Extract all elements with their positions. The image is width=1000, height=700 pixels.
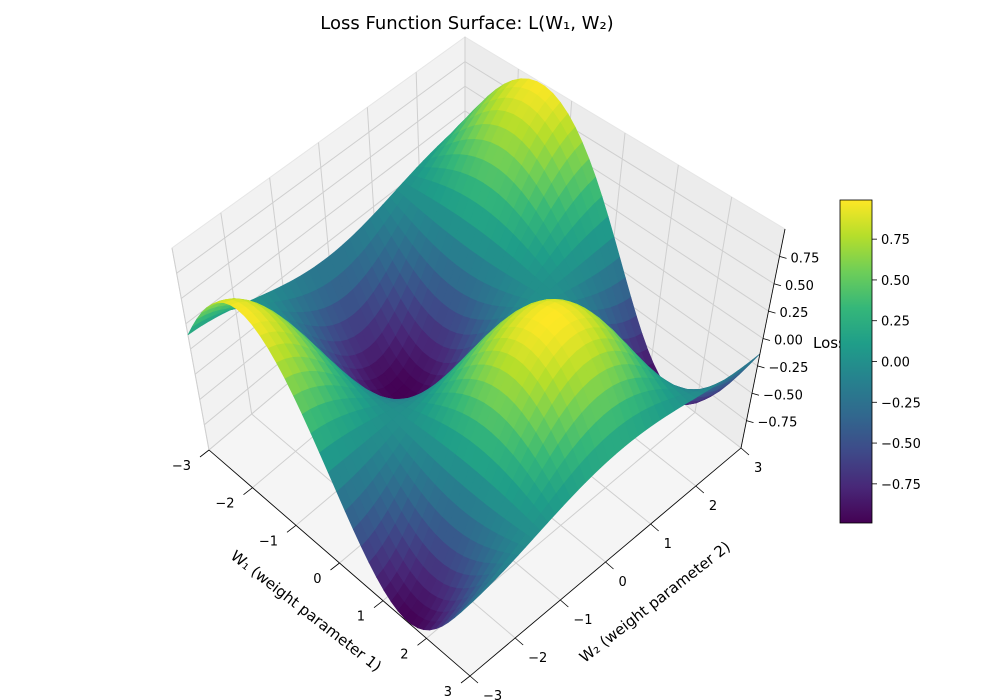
x-tick-mark xyxy=(460,675,471,684)
z-tick-mark xyxy=(773,283,782,287)
z-tick-label: −0.25 xyxy=(769,361,809,376)
z-axis-ticks: −0.75 −0.50 −0.25 0.00 0.25 0.50 0.75 xyxy=(746,251,820,431)
z-tick-label: 0.75 xyxy=(791,251,820,266)
y-tick-label: −2 xyxy=(528,651,547,666)
z-tick-mark xyxy=(746,420,754,424)
y-tick-mark xyxy=(695,485,705,494)
colorbar: −0.75 −0.50 −0.25 0.00 0.25 0.50 0.75 xyxy=(839,199,921,524)
z-tick-mark xyxy=(751,392,760,396)
x-tick-label: −1 xyxy=(259,534,278,549)
y-tick-mark xyxy=(605,561,614,570)
chart-title: Loss Function Surface: L(W₁, W₂) xyxy=(320,13,613,34)
y-tick-mark xyxy=(560,599,569,608)
colorbar-tick-label: 0.25 xyxy=(881,315,910,330)
y-tick-label: 0 xyxy=(619,575,627,590)
z-tick-label: −0.75 xyxy=(758,416,798,431)
y-tick-mark xyxy=(514,637,524,646)
z-tick-mark xyxy=(779,255,787,259)
z-axis-label: Loss xyxy=(813,334,846,352)
x-tick-label: 3 xyxy=(444,685,452,700)
colorbar-tick-label: −0.25 xyxy=(881,396,921,411)
x-tick-mark xyxy=(330,562,340,571)
x-axis-ticks: −3 −2 −1 0 1 2 3 xyxy=(172,449,471,700)
left-pane-grid-horizontal xyxy=(180,85,466,299)
y-tick-label: −3 xyxy=(483,689,502,700)
y-axis-ticks: −3 −2 −1 0 1 2 3 xyxy=(469,447,762,700)
z-tick-mark xyxy=(762,338,771,341)
z-tick-label: −0.50 xyxy=(763,388,803,403)
z-tick-label: 0.25 xyxy=(780,306,809,321)
z-tick-mark xyxy=(768,310,776,314)
left-pane-grid-horizontal xyxy=(185,110,466,325)
colorbar-gradient xyxy=(839,199,873,524)
x-tick-label: −2 xyxy=(215,497,234,512)
x-tick-mark xyxy=(286,525,297,533)
y-tick-label: 2 xyxy=(709,499,717,514)
z-tick-mark xyxy=(757,365,765,369)
colorbar-tick-label: 0.50 xyxy=(881,274,910,289)
colorbar-tick-label: −0.50 xyxy=(881,437,921,452)
x-tick-mark xyxy=(417,638,427,646)
x-tick-mark xyxy=(243,487,253,495)
surface-patch xyxy=(460,600,475,613)
y-tick-label: 1 xyxy=(664,537,672,552)
y-tick-mark xyxy=(650,523,659,532)
z-tick-label: 0.00 xyxy=(774,334,803,349)
x-tick-label: 0 xyxy=(313,572,321,587)
x-tick-label: 1 xyxy=(357,610,365,625)
left-pane-grid-horizontal xyxy=(176,61,466,274)
y-tick-mark xyxy=(740,447,750,456)
loss-surface xyxy=(187,78,761,631)
z-tick-label: 0.50 xyxy=(785,279,814,294)
colorbar-tick-label: −0.75 xyxy=(881,478,921,493)
x-tick-mark xyxy=(199,449,210,458)
x-tick-mark xyxy=(373,600,384,608)
y-tick-label: 3 xyxy=(754,461,762,476)
x-tick-label: −3 xyxy=(172,459,191,474)
colorbar-tick-label: 0.00 xyxy=(881,356,910,371)
y-tick-mark xyxy=(469,675,479,684)
y-tick-label: −1 xyxy=(573,613,592,628)
x-tick-label: 2 xyxy=(400,647,408,662)
colorbar-tick-label: 0.75 xyxy=(881,233,910,248)
